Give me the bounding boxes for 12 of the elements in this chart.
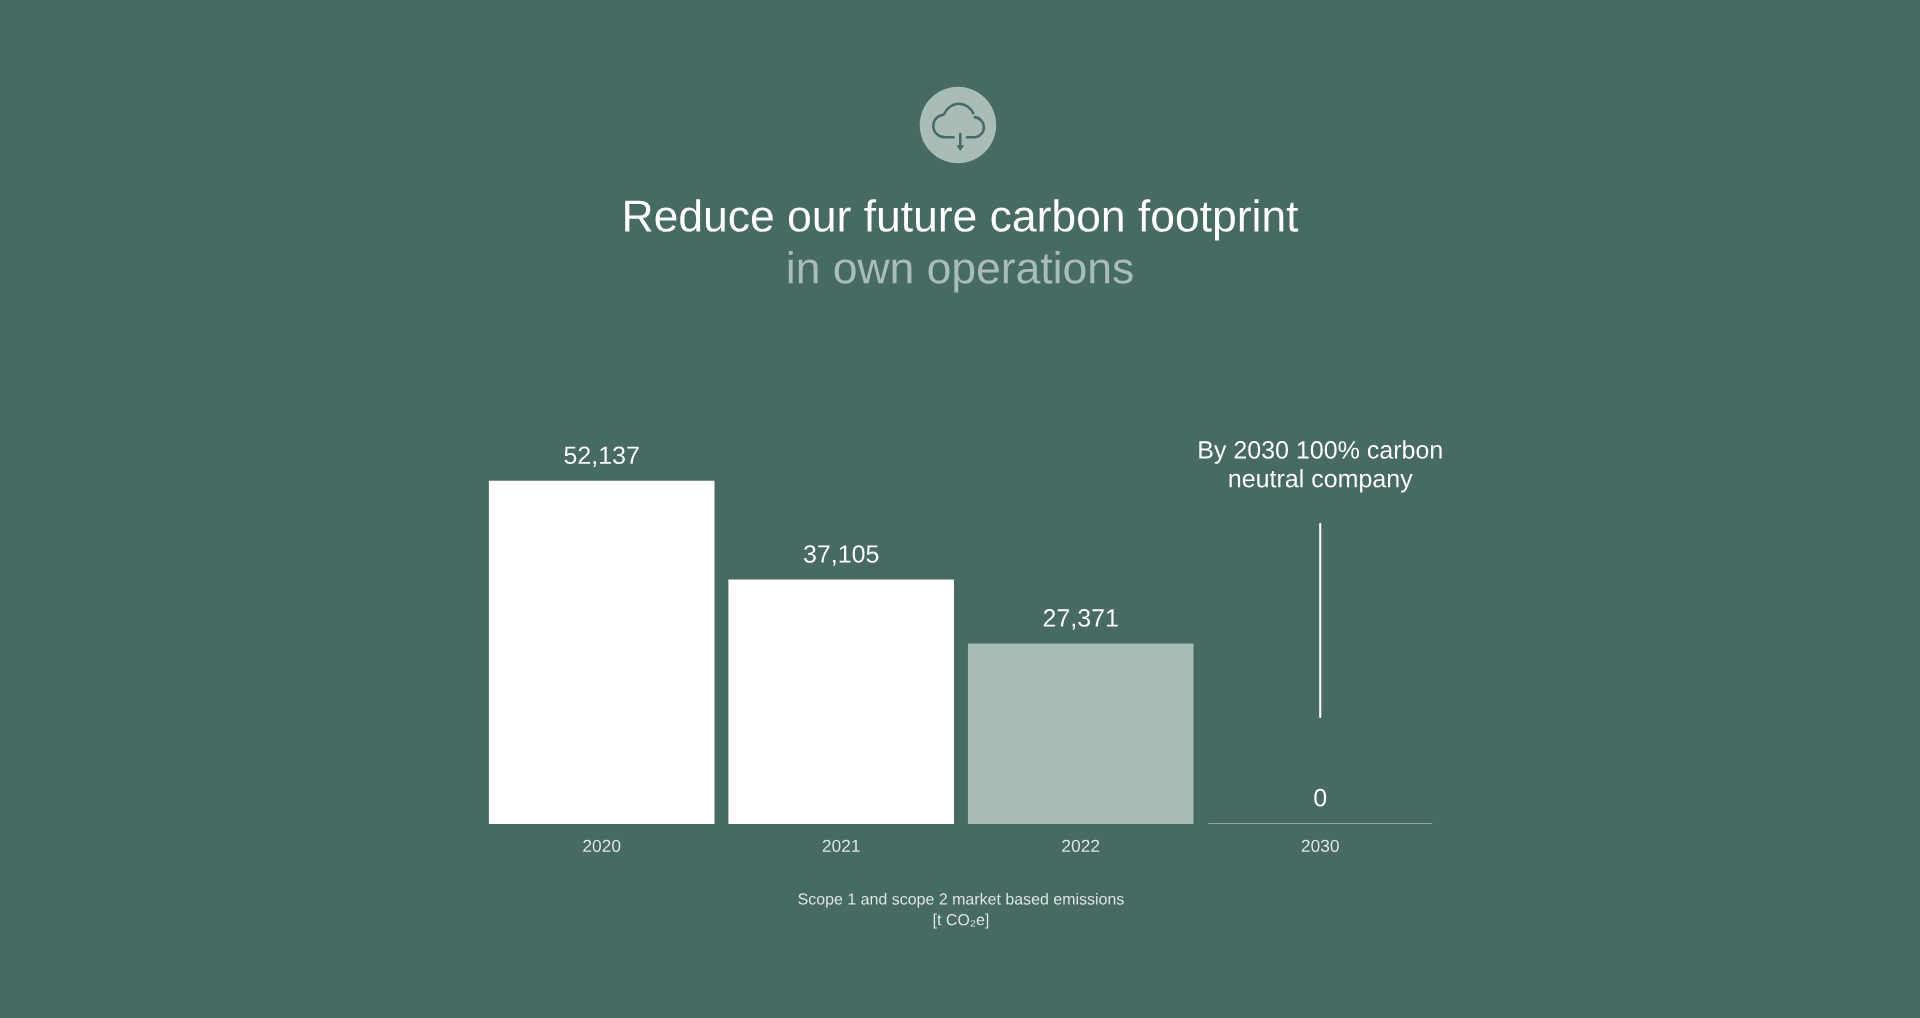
x-tick-label: 2021 <box>822 839 860 852</box>
chart-subtitle: in own operations <box>788 251 1133 293</box>
annotation: By 2030 100% carbon neutral company <box>1199 440 1442 493</box>
data-label: 27,371 <box>1043 609 1118 630</box>
x-axis-title: Scope 1 and scope 2 market based emissions [t CO₂e] <box>798 892 1124 929</box>
data-label: 37,105 <box>803 545 879 566</box>
x-tick-label: 2020 <box>583 839 621 852</box>
x-tick-label: 2022 <box>1062 839 1100 852</box>
data-label: 0 <box>1314 788 1327 807</box>
x-tick-label: 2030 <box>1301 839 1339 852</box>
chart-title: Reduce our future carbon footprint <box>625 199 1299 241</box>
data-label: 52,137 <box>564 446 639 468</box>
